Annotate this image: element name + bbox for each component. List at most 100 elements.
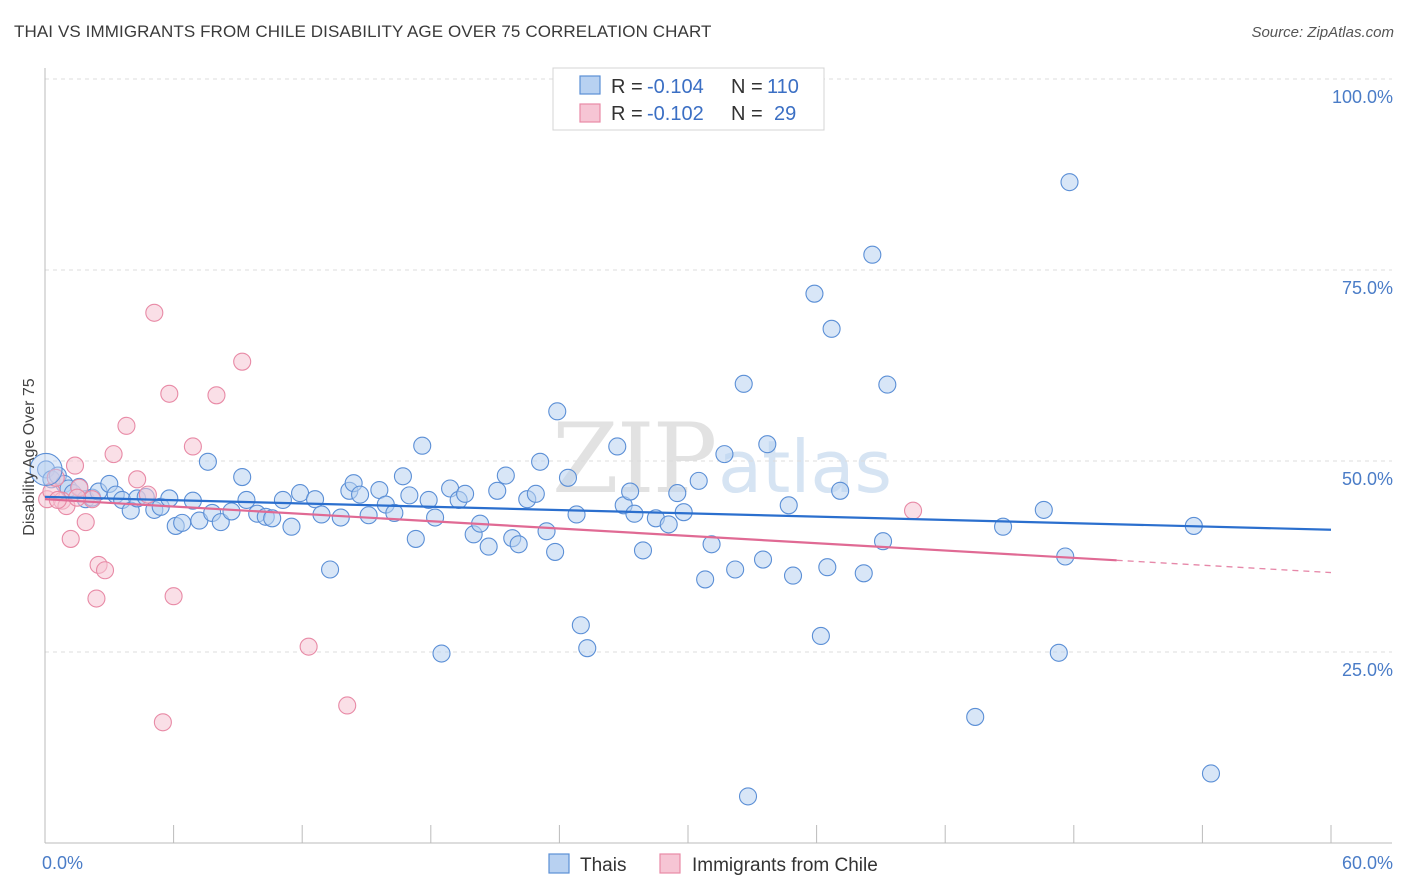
point-thais xyxy=(291,484,310,503)
point-thais xyxy=(211,513,230,532)
point-thais xyxy=(863,245,882,264)
point-chile xyxy=(76,513,95,532)
point-thais xyxy=(509,535,528,554)
point-chile xyxy=(117,416,136,435)
y-tick-label: 100.0% xyxy=(1332,87,1393,107)
point-chile xyxy=(903,501,923,520)
point-thais-cluster xyxy=(29,452,63,486)
point-chile xyxy=(338,696,357,715)
y-tick-label: 75.0% xyxy=(1342,278,1393,298)
point-thais xyxy=(331,508,350,527)
y-tick-label: 25.0% xyxy=(1342,660,1393,680)
point-thais xyxy=(479,537,498,556)
point-chile xyxy=(153,713,172,732)
point-thais xyxy=(526,484,545,503)
legend-n-value-1: 110 xyxy=(767,76,799,98)
bottom-legend-label-thais: Thais xyxy=(580,855,626,876)
chart-title: THAI VS IMMIGRANTS FROM CHILE DISABILITY… xyxy=(14,22,712,41)
point-thais xyxy=(608,437,627,456)
point-thais xyxy=(818,558,837,577)
point-chile xyxy=(61,529,80,548)
point-thais xyxy=(198,452,217,471)
legend-n-value-2: 29 xyxy=(774,103,796,125)
point-thais xyxy=(306,490,325,509)
point-chile xyxy=(46,468,65,487)
point-thais xyxy=(456,484,475,503)
y-tick-label: 50.0% xyxy=(1342,469,1393,489)
point-thais xyxy=(1049,643,1068,662)
legend-n-label-2: N = xyxy=(731,103,763,125)
point-thais xyxy=(273,490,292,510)
point-thais xyxy=(548,402,567,421)
point-thais xyxy=(237,490,256,510)
point-thais xyxy=(873,532,893,551)
point-chile xyxy=(95,561,115,580)
point-chile xyxy=(128,470,147,489)
point-thais xyxy=(1201,764,1221,783)
point-chile xyxy=(160,384,179,403)
point-thais xyxy=(546,542,565,561)
point-chile xyxy=(145,303,164,322)
point-thais xyxy=(822,319,841,338)
x-tick-label: 60.0% xyxy=(1342,853,1393,873)
point-thais xyxy=(531,452,550,471)
trend-line-chile-extension xyxy=(1116,559,1332,574)
legend-n-label-1: N = xyxy=(731,76,763,98)
axes xyxy=(44,68,1392,844)
point-thais xyxy=(406,529,425,548)
point-thais xyxy=(779,496,798,515)
point-thais xyxy=(571,616,590,635)
point-thais xyxy=(537,522,556,541)
point-chile xyxy=(207,386,226,405)
point-thais xyxy=(878,375,897,394)
point-thais xyxy=(496,466,515,485)
point-thais xyxy=(811,626,830,646)
point-thais xyxy=(659,515,678,534)
legend-r-value-2: -0.102 xyxy=(647,103,704,125)
point-thais xyxy=(385,503,404,523)
point-thais xyxy=(702,535,721,554)
bottom-legend-swatch-chile xyxy=(659,853,681,874)
point-chile xyxy=(164,587,183,606)
point-thais xyxy=(578,639,597,658)
trend-line-thais xyxy=(44,495,1332,531)
point-thais xyxy=(831,481,850,500)
point-thais xyxy=(621,482,640,501)
point-thais xyxy=(282,517,301,536)
point-thais xyxy=(753,550,773,569)
legend-swatch-pink xyxy=(579,103,601,123)
point-chile xyxy=(87,589,106,608)
point-thais xyxy=(488,481,507,500)
point-thais xyxy=(783,566,803,585)
point-chile xyxy=(104,445,123,464)
point-thais xyxy=(400,486,419,505)
point-thais xyxy=(413,436,432,455)
y-axis-label: Disability Age Over 75 xyxy=(21,378,38,536)
watermark-atlas: atlas xyxy=(718,425,892,509)
trend-line-chile xyxy=(44,498,1117,562)
data-points xyxy=(29,173,1221,806)
point-thais xyxy=(689,471,708,490)
point-thais xyxy=(321,560,340,579)
point-thais xyxy=(805,284,824,303)
point-thais xyxy=(222,502,241,521)
bottom-legend-label-chile: Immigrants from Chile xyxy=(692,855,878,876)
point-thais xyxy=(696,570,715,589)
trend-lines xyxy=(44,495,1332,574)
point-thais xyxy=(173,513,192,532)
point-thais xyxy=(432,644,451,663)
point-thais xyxy=(734,374,753,393)
tick-labels: 25.0% 50.0% 75.0% 100.0% 0.0% 60.0% xyxy=(42,87,1393,873)
point-thais xyxy=(419,490,438,510)
point-thais xyxy=(738,787,758,806)
point-thais xyxy=(633,541,653,560)
x-tick-label: 0.0% xyxy=(42,853,83,873)
source-credit: Source: ZipAtlas.com xyxy=(1251,24,1394,41)
bottom-legend: Thais Immigrants from Chile xyxy=(548,853,878,876)
point-thais xyxy=(758,435,777,454)
point-chile xyxy=(65,456,85,475)
point-chile xyxy=(233,352,252,371)
point-thais xyxy=(668,484,687,503)
point-chile xyxy=(183,437,202,456)
